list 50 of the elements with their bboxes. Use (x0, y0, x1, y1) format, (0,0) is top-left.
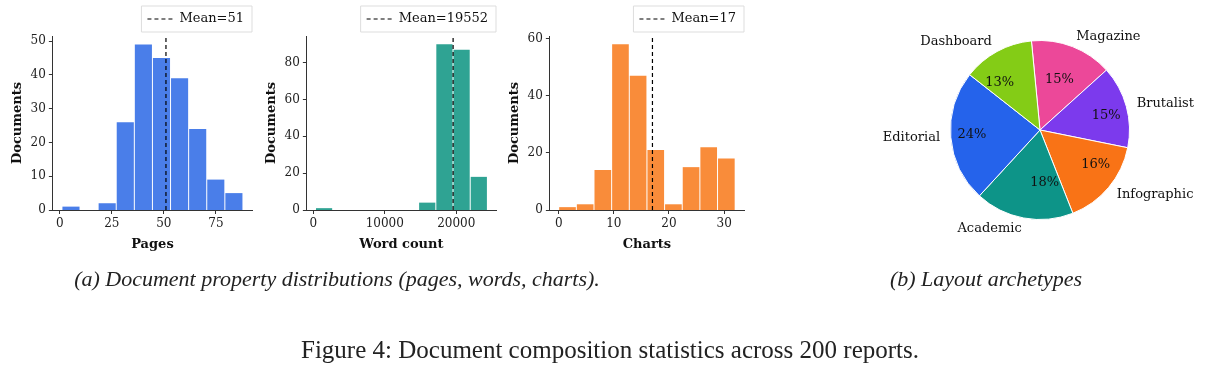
text: (a) Document property distributions (pages, words, charts). (74, 266, 600, 292)
y-tick-label: 60 (284, 91, 300, 106)
y-tick-label: 40 (284, 128, 300, 143)
slice-label: Editorial (882, 129, 941, 145)
x-tick-label: 0 (554, 216, 563, 231)
ref-line-label: Mean=19552 (398, 10, 488, 26)
slice-label: Infographic (1116, 185, 1194, 201)
data-label: 13% (985, 74, 1015, 90)
x-tick-label: 25 (104, 216, 120, 231)
x-axis-title: Pages (131, 235, 174, 251)
y-tick-label: 0 (292, 202, 300, 217)
data-label: 18% (1030, 174, 1060, 190)
legend-label: Mean=51 (179, 10, 244, 26)
text: (b) Layout archetypes (889, 266, 1083, 292)
y-tick-label: 0 (38, 202, 46, 217)
x-axis-title: Word count (358, 235, 444, 251)
y-tick-label: 40 (527, 87, 543, 102)
y-tick-label: 30 (30, 100, 46, 115)
slice-label: Magazine (1076, 27, 1141, 43)
data-label: 24% (957, 125, 987, 141)
x-axis-title: Charts (622, 235, 672, 251)
x-tick-label: 20 (661, 216, 677, 231)
y-tick-label: 20 (284, 165, 300, 180)
y-tick-label: 80 (284, 54, 300, 69)
y-axis-title: Documents (263, 81, 279, 165)
slice-label: Brutalist (1136, 94, 1195, 110)
legend-label: Mean=17 (671, 10, 736, 26)
y-tick-label: 10 (30, 168, 46, 183)
y-axis-title: Documents (506, 81, 522, 165)
x-tick-label: 0 (309, 216, 318, 231)
data-label: 16% (1081, 155, 1111, 171)
slice-label: Academic (956, 219, 1022, 235)
slice-label: Dashboard (920, 33, 992, 49)
y-tick-label: 20 (527, 144, 543, 159)
y-tick-label: 20 (30, 134, 46, 149)
caption: Figure 4: Document composition statistics across 200 reports. (301, 336, 919, 364)
x-tick-label: 30 (716, 216, 732, 231)
y-tick-label: 60 (527, 30, 543, 45)
x-tick-label: 10 (606, 216, 622, 231)
x-tick-label: 20000 (437, 216, 476, 231)
y-tick-label: 40 (30, 66, 46, 81)
data-label: 15% (1091, 107, 1121, 123)
y-axis-title: Documents (9, 81, 25, 165)
y-tick-label: 50 (30, 33, 46, 48)
y-tick-label: 0 (535, 202, 543, 217)
data-label: 15% (1044, 71, 1074, 87)
x-tick-label: 50 (156, 216, 172, 231)
x-tick-label: 75 (208, 216, 224, 231)
x-tick-label: 10000 (365, 216, 404, 231)
x-tick-label: 0 (56, 216, 64, 231)
